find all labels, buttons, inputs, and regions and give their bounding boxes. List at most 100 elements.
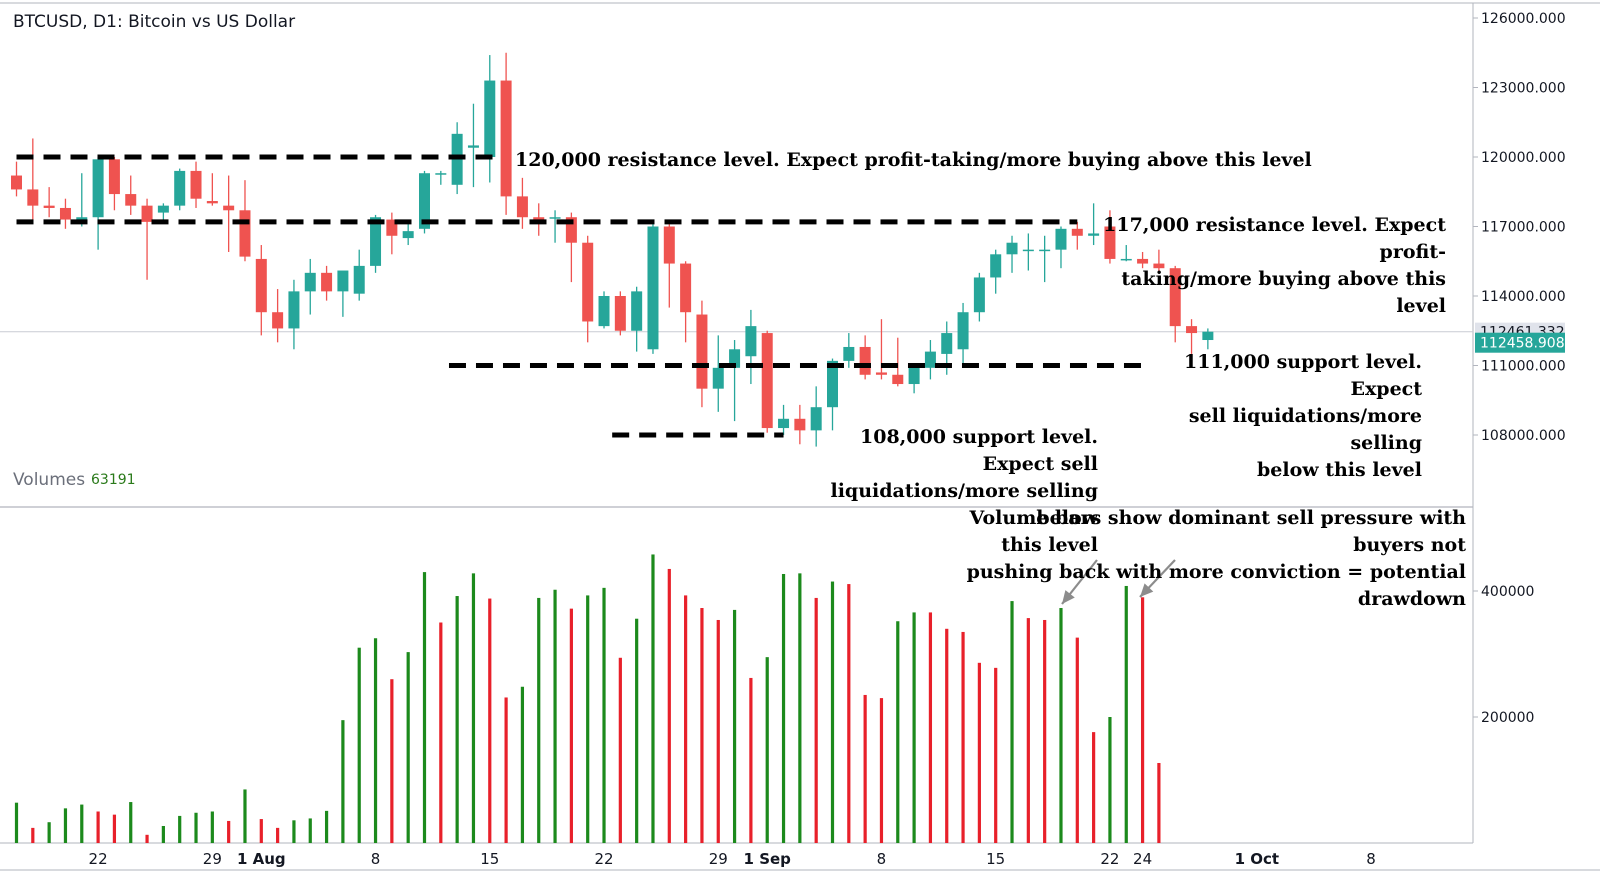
volume-bar <box>1157 762 1161 843</box>
time-tick-label: 1 Aug <box>237 850 286 868</box>
volumes-value: 63191 <box>91 472 136 488</box>
volume-bar <box>912 612 916 843</box>
volume-bar <box>455 596 459 843</box>
candle-body <box>859 346 871 375</box>
candle-body <box>990 254 1002 278</box>
volume-bar <box>471 573 476 843</box>
time-tick-label: 8 <box>371 850 381 868</box>
volume-bar <box>243 789 247 843</box>
volume-bar <box>227 820 231 843</box>
time-tick-label: 29 <box>203 850 222 868</box>
volume-bar <box>602 587 606 843</box>
candle-body <box>288 291 300 329</box>
candle-body <box>1055 228 1067 250</box>
volume-bar <box>1043 619 1047 843</box>
candle-body <box>565 217 577 243</box>
volume-bar <box>161 825 165 843</box>
volume-bar <box>569 608 573 843</box>
price-tick-label: 123000.000 <box>1481 81 1566 97</box>
volume-bar <box>667 568 671 843</box>
volume-bar <box>977 662 981 843</box>
candle-body <box>924 351 936 368</box>
candle-body <box>1153 263 1165 269</box>
volume-bar <box>651 554 655 843</box>
volume-bar <box>896 621 900 843</box>
time-tick-label: 1 Sep <box>744 850 792 868</box>
candle-body <box>1071 228 1083 236</box>
candle-body <box>484 80 496 157</box>
annotation-support-108000: 108,000 support level. Expect sell liqui… <box>830 426 1099 556</box>
candle-body <box>973 277 985 313</box>
volume-bar <box>1059 608 1063 843</box>
time-tick-label: 22 <box>1100 850 1119 868</box>
volume-bar <box>700 608 704 843</box>
volume-bar <box>684 595 688 843</box>
volume-bar <box>14 802 19 843</box>
volume-bar <box>194 812 198 843</box>
candle-body <box>908 367 920 385</box>
candle-body <box>614 296 626 331</box>
volume-bar <box>798 573 802 843</box>
volume-bar <box>749 677 753 843</box>
volume-bar <box>1140 597 1145 843</box>
price-tick-label: 114000.000 <box>1481 289 1566 305</box>
volume-bar <box>1026 618 1030 843</box>
candle-body <box>11 175 22 190</box>
time-tick-label: 22 <box>594 850 613 868</box>
candle-body <box>516 196 528 218</box>
candle-body <box>875 372 887 375</box>
candle-body <box>92 159 104 218</box>
candle-body <box>174 170 186 206</box>
candle-body <box>304 272 316 292</box>
candle-body <box>255 258 267 313</box>
candle-body <box>729 349 741 368</box>
candle-body <box>402 231 414 239</box>
volume-bar <box>1092 732 1096 843</box>
volume-bar <box>830 581 835 843</box>
candle-body <box>1202 331 1214 341</box>
candle-body <box>386 219 398 236</box>
volume-bar <box>732 609 737 843</box>
volume-bar <box>994 667 998 843</box>
volume-bar <box>961 631 965 843</box>
volume-bar <box>781 573 786 843</box>
candle-body <box>1186 326 1198 334</box>
time-tick-label: 29 <box>709 850 728 868</box>
candle-body <box>712 367 724 389</box>
candle-body <box>223 205 235 211</box>
annotation-resistance-120000: 120,000 resistance level. Expect profit-… <box>515 149 1312 171</box>
volume-bar <box>112 814 117 843</box>
candle-body <box>1039 249 1051 252</box>
time-tick-label: 22 <box>89 850 108 868</box>
volume-bar <box>520 686 525 843</box>
candle-body <box>761 333 773 429</box>
volume-bar <box>879 698 884 843</box>
candle-body <box>1104 226 1116 259</box>
candle-body <box>157 205 169 213</box>
volume-bar <box>276 827 280 843</box>
candle-body <box>125 194 137 206</box>
candle-body <box>892 374 904 385</box>
volume-bar <box>847 584 851 843</box>
volume-bar <box>145 834 149 843</box>
candle-body <box>598 296 610 327</box>
candle-body <box>647 226 659 350</box>
volume-bar <box>422 572 427 843</box>
candle-body <box>108 159 120 195</box>
volume-bar <box>1124 585 1128 843</box>
price-tick-label: 111000.000 <box>1481 359 1566 375</box>
volume-bar <box>178 815 182 843</box>
candle-body <box>533 217 545 220</box>
candle-body <box>663 226 675 264</box>
candle-body <box>321 272 333 292</box>
volume-bar <box>31 827 35 843</box>
candle-body <box>745 326 757 357</box>
time-tick-label: 24 <box>1133 850 1152 868</box>
volume-bar <box>635 618 639 843</box>
candle-body <box>370 217 382 266</box>
volume-bar <box>308 818 312 843</box>
candle-body <box>778 418 790 429</box>
candle-body <box>696 314 708 389</box>
volume-bar <box>586 595 590 843</box>
volume-bar <box>373 638 378 843</box>
